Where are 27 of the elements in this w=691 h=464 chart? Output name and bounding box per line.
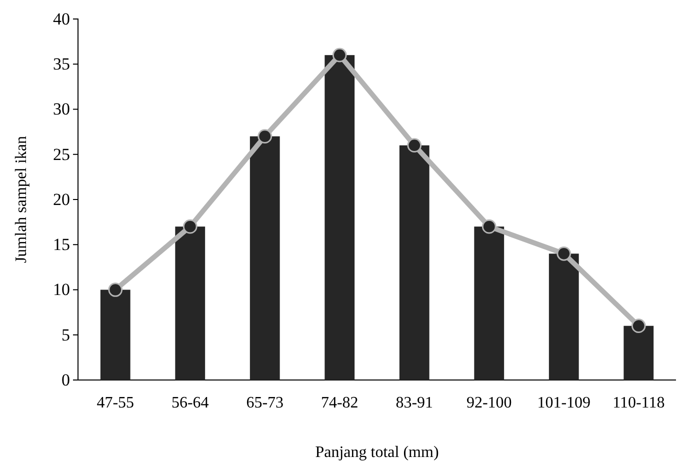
point bbox=[631, 318, 646, 334]
y-tick-label: 15 bbox=[53, 235, 70, 254]
y-tick-label: 10 bbox=[53, 280, 70, 300]
y-tick-label: 25 bbox=[53, 144, 70, 164]
x-tick-label: 110-118 bbox=[612, 394, 665, 412]
x-tick-label: 47-55 bbox=[96, 394, 134, 412]
point bbox=[407, 138, 422, 153]
y-axis-title: Jumlah sampel ikan bbox=[13, 136, 30, 264]
point bbox=[258, 129, 272, 144]
y-tick-label: 40 bbox=[53, 9, 70, 28]
y-tick-label: 20 bbox=[53, 190, 70, 209]
y-tick-label: 30 bbox=[53, 100, 70, 119]
x-tick-label: 92-100 bbox=[466, 394, 512, 412]
point bbox=[556, 246, 572, 261]
x-tick-label: 101-109 bbox=[537, 394, 591, 412]
point bbox=[482, 219, 496, 234]
point bbox=[332, 48, 347, 62]
point bbox=[108, 282, 123, 297]
point bbox=[182, 219, 198, 234]
x-axis-title: Panjang total (mm) bbox=[315, 444, 439, 461]
x-tick-label: 65-73 bbox=[246, 394, 284, 412]
y-tick-label: 5 bbox=[62, 325, 70, 344]
y-tick-label: 0 bbox=[62, 370, 70, 390]
x-tick-label: 83-91 bbox=[396, 394, 434, 412]
x-tick-label: 56-64 bbox=[171, 394, 209, 412]
x-tick-label: 74-82 bbox=[320, 394, 358, 412]
y-tick-label: 35 bbox=[53, 54, 70, 74]
